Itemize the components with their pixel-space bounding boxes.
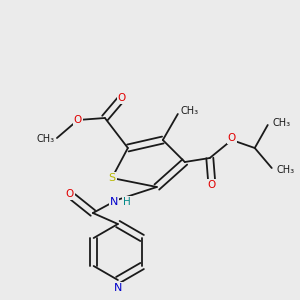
Text: O: O: [208, 180, 216, 190]
Text: O: O: [118, 93, 126, 103]
Text: O: O: [228, 133, 236, 143]
Text: CH₃: CH₃: [273, 118, 291, 128]
Text: N: N: [110, 197, 118, 207]
Text: CH₃: CH₃: [277, 165, 295, 175]
Text: CH₃: CH₃: [181, 106, 199, 116]
Text: O: O: [66, 189, 74, 199]
Text: H: H: [123, 197, 131, 207]
Text: CH₃: CH₃: [37, 134, 55, 144]
Text: S: S: [108, 173, 116, 183]
Text: N: N: [114, 283, 122, 293]
Text: O: O: [74, 115, 82, 125]
